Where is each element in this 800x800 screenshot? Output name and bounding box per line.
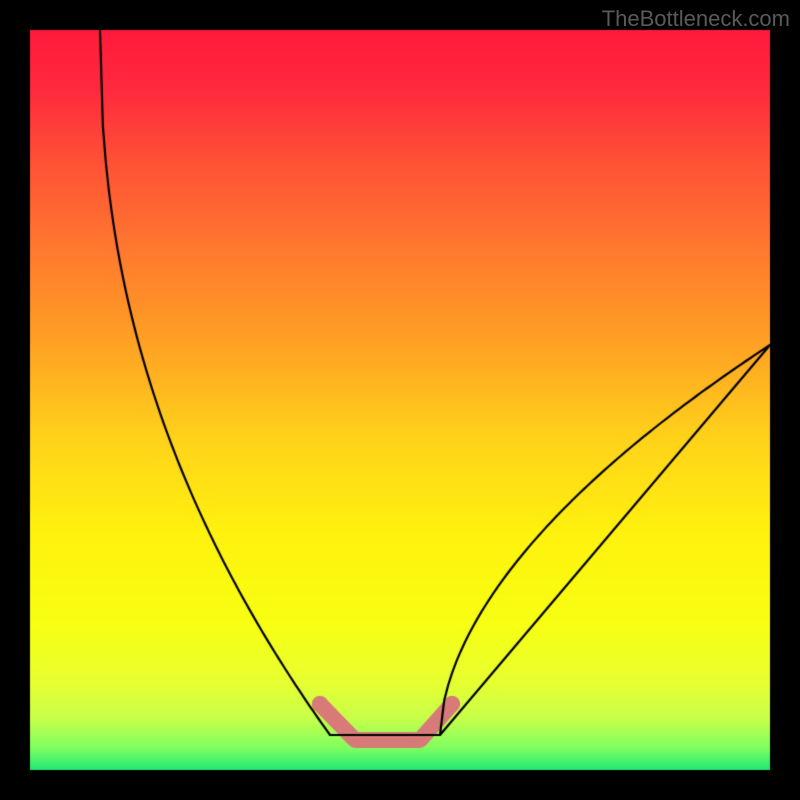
bottleneck-curve-overlay <box>0 0 800 800</box>
watermark-text: TheBottleneck.com <box>602 6 790 32</box>
